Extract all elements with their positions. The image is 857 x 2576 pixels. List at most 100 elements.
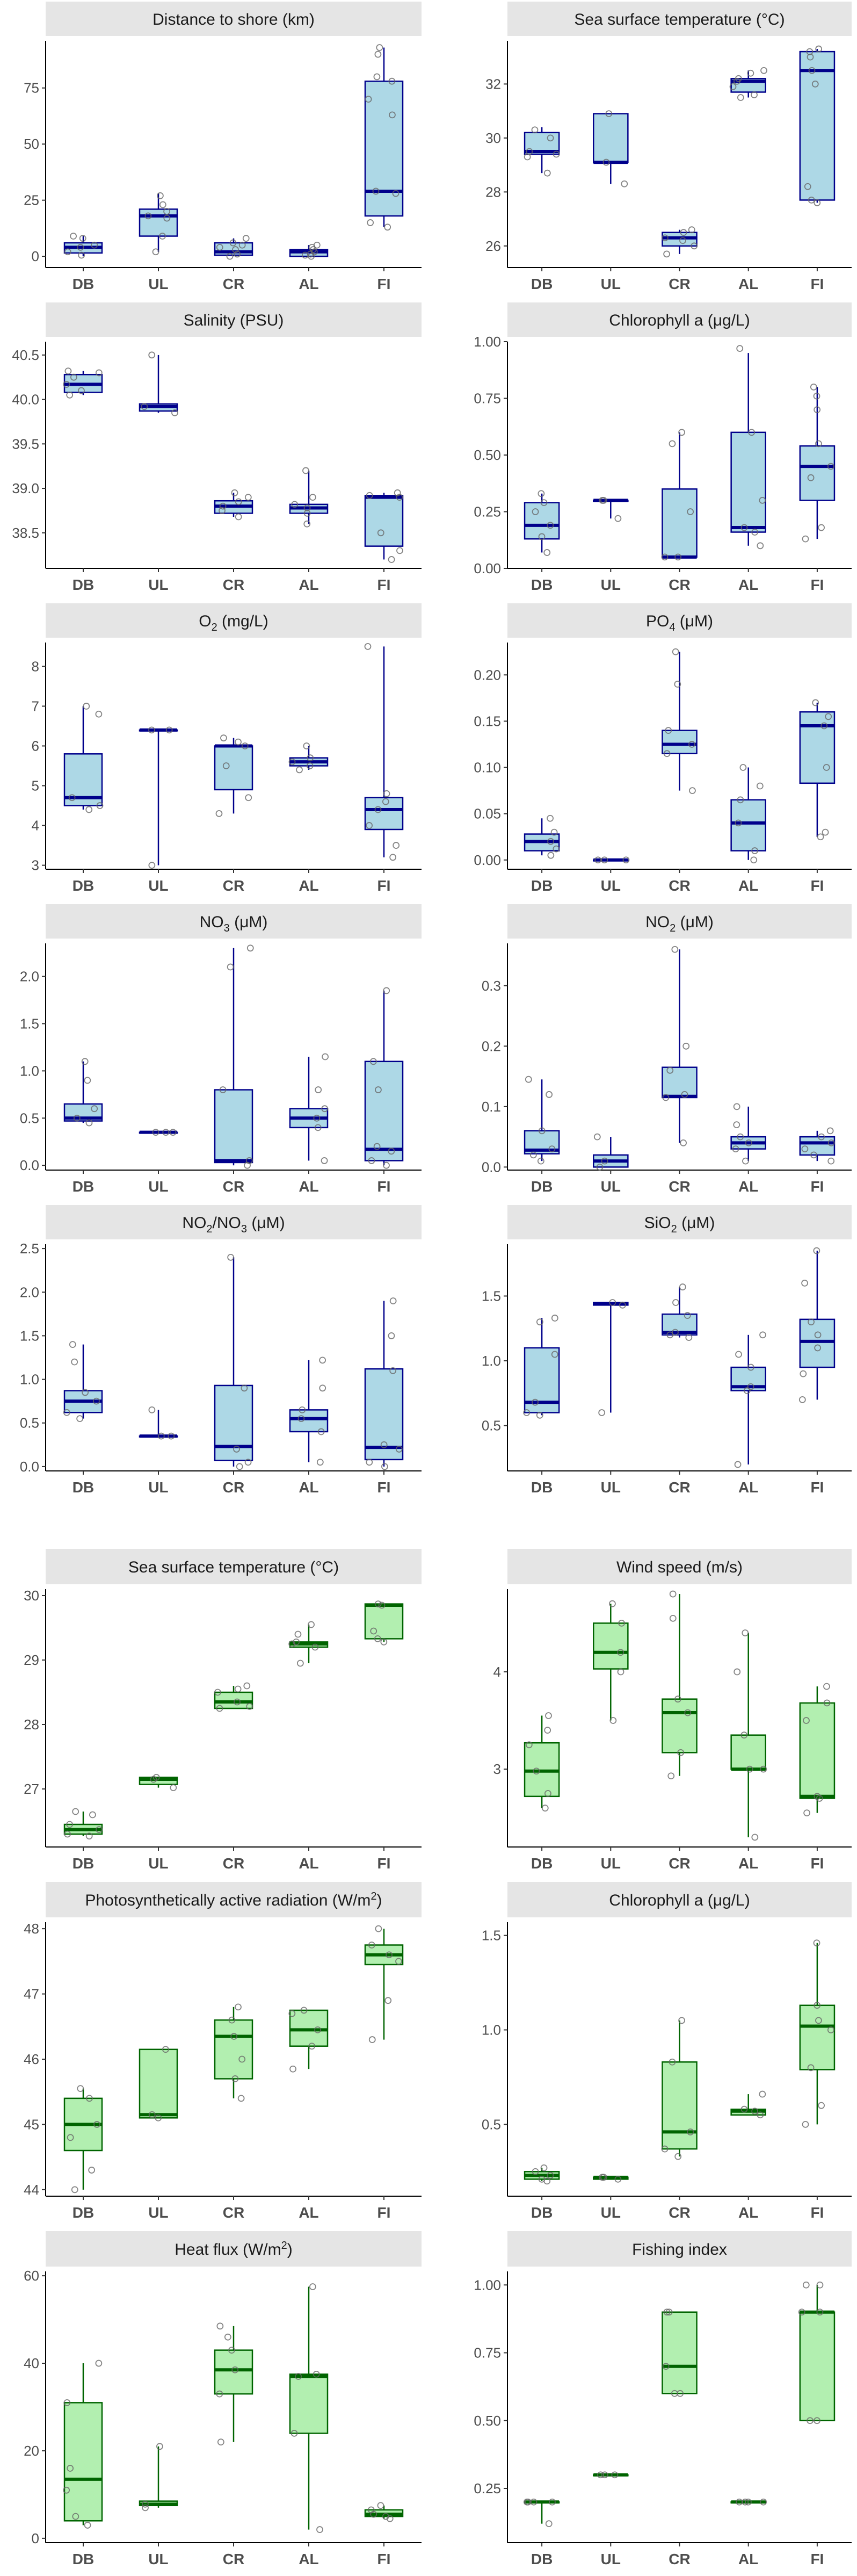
panel-title: PO4 (μM) [646, 612, 713, 633]
data-point [228, 2347, 235, 2354]
y-tick-label: 46 [24, 2051, 39, 2067]
data-point [148, 726, 155, 734]
data-point [551, 1351, 558, 1358]
y-tick-label: 30 [485, 130, 501, 146]
box-AL [730, 1331, 767, 1468]
data-point [228, 2016, 236, 2024]
box-CR [214, 1253, 253, 1470]
box-iqr [662, 730, 698, 754]
box-UL [593, 856, 630, 864]
data-point [525, 1741, 533, 1749]
box-iqr [593, 1622, 629, 1670]
data-point [394, 489, 401, 496]
x-tick-label: AL [738, 576, 758, 593]
data-point [314, 1124, 322, 1131]
x-tick-label: DB [531, 1178, 553, 1195]
x-tick-label: UL [601, 1479, 621, 1496]
y-tick-label: 30 [24, 1588, 39, 1604]
x-tick-label: UL [148, 1855, 168, 1872]
data-point [814, 1331, 822, 1339]
x-tick-label: DB [531, 1855, 553, 1872]
data-point [297, 1415, 305, 1423]
data-point [807, 2064, 815, 2072]
data-point [229, 239, 237, 247]
box-iqr [364, 797, 404, 831]
box-AL [730, 1629, 767, 1841]
box-FI [364, 1925, 404, 2043]
x-tick-label: FI [377, 1178, 391, 1195]
data-point [747, 1383, 754, 1390]
panel-6: PO4 (μM) 0.00 0.05 0.10 0.15 0.20 DB UL CR AL FI [474, 603, 852, 894]
data-point [760, 67, 767, 74]
y-tick-label: 28 [24, 1716, 39, 1733]
data-point [611, 2471, 619, 2479]
data-point [159, 201, 166, 208]
data-point [375, 1086, 382, 1093]
data-point [532, 2168, 539, 2175]
data-point [78, 387, 85, 394]
box-AL [730, 345, 767, 550]
x-tick-label: DB [72, 1479, 94, 1496]
data-point [550, 828, 558, 836]
y-tick-label: 4 [32, 818, 39, 834]
y-tick-label: 0.00 [474, 560, 501, 576]
x-tick-label: CR [669, 2204, 690, 2221]
data-point [380, 1638, 388, 1646]
data-point [93, 2121, 100, 2128]
data-point [674, 681, 681, 688]
data-point [538, 2175, 546, 2183]
data-point [384, 223, 391, 231]
y-tick-label: 0.50 [474, 2413, 501, 2429]
panel-title: Sea surface temperature (°C) [574, 11, 785, 28]
data-point [288, 1640, 296, 1648]
box-iqr [63, 2402, 103, 2522]
box-UL [593, 1299, 629, 1416]
data-point [547, 134, 554, 142]
data-point [220, 734, 227, 742]
y-tick-label: 0.5 [20, 1110, 39, 1126]
y-tick-label: 0.10 [474, 760, 501, 776]
data-point [538, 490, 545, 497]
box-iqr [139, 2048, 178, 2119]
y-tick-label: 1.0 [482, 1353, 501, 1369]
data-point [617, 1668, 624, 1676]
x-tick-label: DB [72, 276, 94, 292]
data-point [678, 2017, 685, 2024]
data-point [85, 1119, 93, 1127]
box-iqr [799, 2004, 836, 2070]
data-point [827, 1157, 835, 1165]
box-CR [662, 226, 698, 258]
panel-title-strip [46, 1549, 422, 1584]
y-tick-label: 0 [32, 248, 39, 264]
data-point [666, 1331, 674, 1339]
data-point [69, 1341, 76, 1348]
data-point [813, 1939, 820, 1947]
data-point [621, 180, 628, 187]
box-DB [524, 814, 560, 859]
data-point [665, 727, 672, 734]
data-point [303, 504, 311, 511]
x-tick-label: AL [299, 2551, 318, 2567]
data-point [303, 509, 311, 517]
data-point [808, 197, 815, 204]
data-point [804, 183, 811, 190]
x-tick-label: CR [669, 1178, 690, 1195]
data-point [85, 1832, 93, 1840]
data-point [826, 1127, 834, 1135]
y-tick-label: 8 [32, 658, 39, 674]
data-point [313, 2371, 320, 2378]
panel-title: Chlorophyll a (μg/L) [609, 312, 750, 329]
data-point [757, 2111, 764, 2119]
data-point [382, 798, 389, 805]
x-tick-label: FI [377, 1479, 391, 1496]
panel-16: Fishing index 0.25 0.50 0.75 1.00 DB UL CR AL FI [474, 2231, 852, 2567]
data-point [733, 1668, 741, 1676]
panel-title: Wind speed (m/s) [616, 1558, 743, 1576]
y-tick-label: 0.20 [474, 667, 501, 683]
data-point [744, 2498, 752, 2506]
box-DB [63, 703, 104, 813]
box-FI [364, 1297, 404, 1470]
box-UL [593, 2174, 629, 2183]
data-point [674, 1695, 681, 1703]
data-point [63, 381, 70, 388]
